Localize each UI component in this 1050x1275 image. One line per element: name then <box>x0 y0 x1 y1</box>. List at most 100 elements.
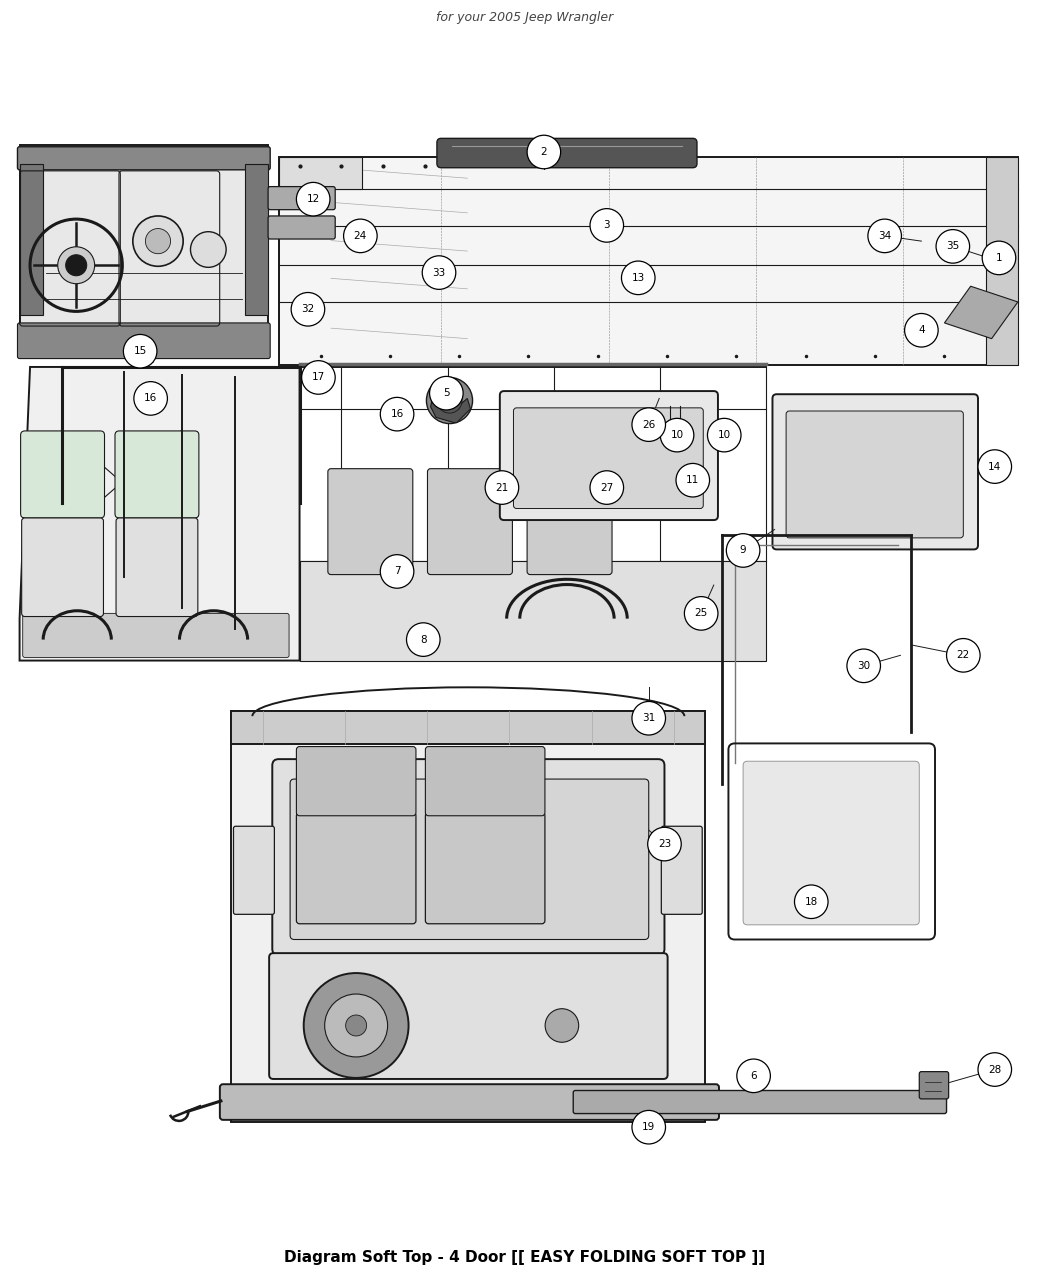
Polygon shape <box>20 163 43 315</box>
Circle shape <box>66 255 87 275</box>
Polygon shape <box>245 163 268 315</box>
Text: 17: 17 <box>312 372 326 382</box>
FancyBboxPatch shape <box>269 954 668 1079</box>
Text: 32: 32 <box>301 305 315 314</box>
FancyBboxPatch shape <box>117 518 197 617</box>
Text: 13: 13 <box>632 273 645 283</box>
FancyBboxPatch shape <box>920 1071 948 1099</box>
Polygon shape <box>944 286 1017 339</box>
Circle shape <box>437 388 462 413</box>
Text: 18: 18 <box>804 896 818 907</box>
Circle shape <box>429 376 463 411</box>
Text: 33: 33 <box>433 268 445 278</box>
Circle shape <box>145 228 170 254</box>
Polygon shape <box>231 711 706 1122</box>
Circle shape <box>737 1060 771 1093</box>
Text: 10: 10 <box>671 430 684 440</box>
Text: 16: 16 <box>144 394 158 403</box>
Circle shape <box>133 381 167 416</box>
FancyBboxPatch shape <box>272 759 665 955</box>
Circle shape <box>978 450 1011 483</box>
Circle shape <box>124 334 156 368</box>
FancyBboxPatch shape <box>268 215 335 238</box>
Text: 30: 30 <box>857 660 870 671</box>
FancyBboxPatch shape <box>233 826 274 914</box>
Text: 19: 19 <box>643 1122 655 1132</box>
FancyBboxPatch shape <box>425 812 545 924</box>
Circle shape <box>868 219 902 252</box>
Polygon shape <box>430 397 470 422</box>
FancyBboxPatch shape <box>527 469 612 575</box>
Circle shape <box>632 1111 666 1144</box>
Circle shape <box>132 215 183 266</box>
Circle shape <box>905 314 938 347</box>
Circle shape <box>303 973 408 1077</box>
Circle shape <box>545 1009 579 1042</box>
Text: 7: 7 <box>394 566 400 576</box>
Circle shape <box>685 597 718 630</box>
Circle shape <box>345 1015 366 1037</box>
Circle shape <box>527 135 561 168</box>
Text: 8: 8 <box>420 635 426 645</box>
Text: 26: 26 <box>643 419 655 430</box>
FancyBboxPatch shape <box>268 186 335 209</box>
FancyBboxPatch shape <box>773 394 978 550</box>
FancyBboxPatch shape <box>425 747 545 816</box>
Text: 21: 21 <box>496 482 508 492</box>
Text: 10: 10 <box>717 430 731 440</box>
FancyBboxPatch shape <box>513 408 704 509</box>
Circle shape <box>406 622 440 657</box>
Circle shape <box>324 994 387 1057</box>
Text: 31: 31 <box>643 713 655 723</box>
Circle shape <box>343 219 377 252</box>
Text: 24: 24 <box>354 231 368 241</box>
Text: 23: 23 <box>658 839 671 849</box>
Circle shape <box>708 418 741 451</box>
Circle shape <box>676 463 710 497</box>
FancyBboxPatch shape <box>743 761 920 924</box>
FancyBboxPatch shape <box>18 147 270 170</box>
FancyBboxPatch shape <box>21 431 105 518</box>
Circle shape <box>727 534 760 567</box>
FancyBboxPatch shape <box>290 779 649 940</box>
Circle shape <box>622 261 655 295</box>
FancyBboxPatch shape <box>662 826 702 914</box>
FancyBboxPatch shape <box>219 1084 719 1119</box>
Circle shape <box>660 418 694 451</box>
FancyBboxPatch shape <box>328 469 413 575</box>
Polygon shape <box>20 144 268 357</box>
Text: 2: 2 <box>541 147 547 157</box>
Text: 11: 11 <box>686 476 699 486</box>
FancyBboxPatch shape <box>23 613 289 658</box>
Text: 1: 1 <box>995 252 1003 263</box>
Circle shape <box>978 1053 1011 1086</box>
Text: 4: 4 <box>918 325 925 335</box>
Circle shape <box>58 247 94 284</box>
Text: 28: 28 <box>988 1065 1002 1075</box>
Text: 12: 12 <box>307 194 320 204</box>
Polygon shape <box>20 367 299 660</box>
Text: for your 2005 Jeep Wrangler: for your 2005 Jeep Wrangler <box>437 11 613 24</box>
Text: 6: 6 <box>751 1071 757 1081</box>
Circle shape <box>380 398 414 431</box>
Text: 3: 3 <box>604 221 610 231</box>
Circle shape <box>632 701 666 734</box>
Text: 22: 22 <box>957 650 970 660</box>
FancyBboxPatch shape <box>18 323 270 358</box>
FancyBboxPatch shape <box>500 391 718 520</box>
Circle shape <box>847 649 881 682</box>
Polygon shape <box>278 157 1017 365</box>
FancyBboxPatch shape <box>786 411 963 538</box>
Text: 35: 35 <box>946 241 960 251</box>
Text: 27: 27 <box>601 482 613 492</box>
Circle shape <box>190 232 226 268</box>
Circle shape <box>485 470 519 505</box>
Circle shape <box>936 230 969 263</box>
Text: 25: 25 <box>694 608 708 618</box>
Circle shape <box>982 241 1015 274</box>
Text: 34: 34 <box>878 231 891 241</box>
Circle shape <box>648 827 681 861</box>
Circle shape <box>301 361 335 394</box>
Polygon shape <box>278 157 362 189</box>
Text: Diagram Soft Top - 4 Door [[ EASY FOLDING SOFT TOP ]]: Diagram Soft Top - 4 Door [[ EASY FOLDIN… <box>285 1250 765 1265</box>
